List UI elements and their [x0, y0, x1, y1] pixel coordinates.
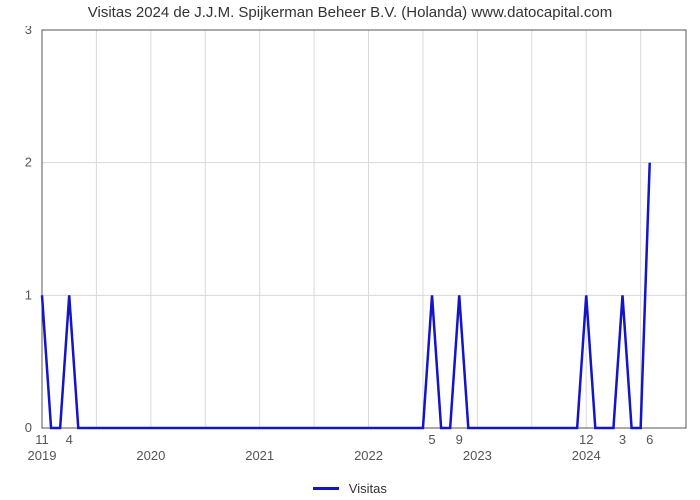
x-point-label: 11 [35, 432, 49, 447]
chart-title: Visitas 2024 de J.J.M. Spijkerman Beheer… [0, 4, 700, 21]
x-point-label: 4 [66, 432, 73, 447]
x-point-label: 9 [456, 432, 463, 447]
x-year-label: 2023 [463, 448, 492, 463]
x-year-label: 2020 [136, 448, 165, 463]
y-tick-label: 2 [25, 155, 32, 170]
x-point-label: 6 [646, 432, 653, 447]
x-year-label: 2019 [28, 448, 57, 463]
chart-legend: Visitas [0, 480, 700, 496]
legend-label: Visitas [349, 481, 387, 496]
visits-line-chart: 0123114591236201920202021202220232024 [0, 26, 700, 472]
x-point-label: 5 [428, 432, 435, 447]
y-tick-label: 1 [25, 287, 32, 302]
y-tick-label: 0 [25, 420, 32, 435]
x-year-label: 2022 [354, 448, 383, 463]
legend-swatch [313, 487, 339, 490]
x-year-label: 2024 [572, 448, 601, 463]
x-year-label: 2021 [245, 448, 274, 463]
y-tick-label: 3 [25, 26, 32, 37]
x-point-label: 12 [579, 432, 593, 447]
x-point-label: 3 [619, 432, 626, 447]
